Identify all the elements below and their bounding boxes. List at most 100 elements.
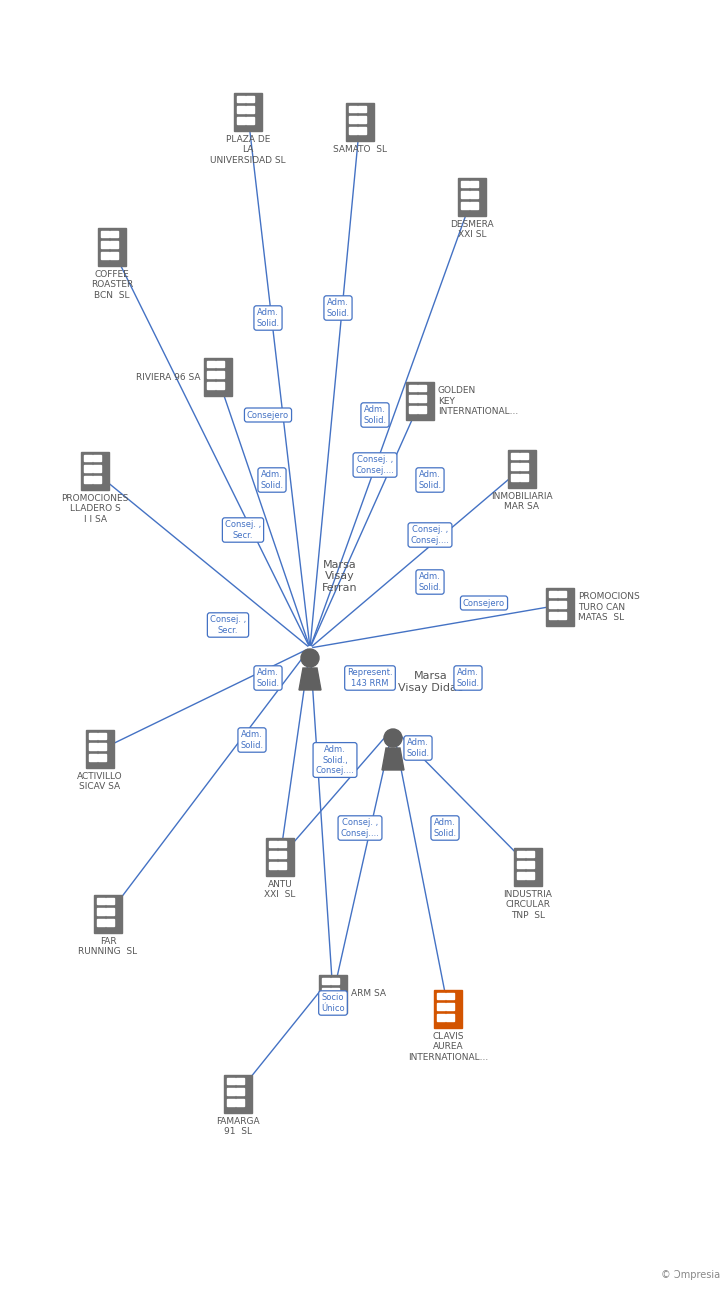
FancyBboxPatch shape xyxy=(549,601,557,608)
Text: INMOBILIARIA
MAR SA: INMOBILIARIA MAR SA xyxy=(491,491,553,511)
Text: Adm.
Solid.: Adm. Solid. xyxy=(363,405,387,424)
Text: Socio
Único: Socio Único xyxy=(321,993,345,1013)
FancyBboxPatch shape xyxy=(508,450,536,488)
FancyBboxPatch shape xyxy=(470,201,478,209)
FancyBboxPatch shape xyxy=(93,454,101,462)
FancyBboxPatch shape xyxy=(520,473,528,481)
FancyBboxPatch shape xyxy=(97,908,105,915)
FancyBboxPatch shape xyxy=(549,611,557,619)
FancyBboxPatch shape xyxy=(110,252,118,258)
FancyBboxPatch shape xyxy=(100,241,108,248)
FancyBboxPatch shape xyxy=(558,601,566,608)
Text: Consejero: Consejero xyxy=(463,599,505,608)
Text: ARM SA: ARM SA xyxy=(351,989,386,998)
FancyBboxPatch shape xyxy=(237,117,245,124)
Text: ACTIVILLO
SICAV SA: ACTIVILLO SICAV SA xyxy=(77,771,123,791)
FancyBboxPatch shape xyxy=(84,466,92,472)
FancyBboxPatch shape xyxy=(546,588,574,626)
FancyBboxPatch shape xyxy=(319,975,347,1013)
FancyBboxPatch shape xyxy=(89,743,97,749)
Text: Adm.
Solid.: Adm. Solid. xyxy=(433,818,456,837)
Text: Adm.
Solid.: Adm. Solid. xyxy=(456,668,480,688)
FancyBboxPatch shape xyxy=(446,1004,454,1010)
FancyBboxPatch shape xyxy=(358,106,366,112)
FancyBboxPatch shape xyxy=(514,848,542,886)
FancyBboxPatch shape xyxy=(236,1099,244,1106)
Text: SAMATO  SL: SAMATO SL xyxy=(333,144,387,154)
FancyBboxPatch shape xyxy=(84,454,92,462)
FancyBboxPatch shape xyxy=(517,872,525,878)
FancyBboxPatch shape xyxy=(358,126,366,134)
FancyBboxPatch shape xyxy=(346,103,374,141)
FancyBboxPatch shape xyxy=(207,361,215,368)
FancyBboxPatch shape xyxy=(100,231,108,237)
FancyBboxPatch shape xyxy=(236,1089,244,1095)
Text: Marsa
Visay
Ferran: Marsa Visay Ferran xyxy=(323,560,358,593)
Text: GOLDEN
KEY
INTERNATIONAL...: GOLDEN KEY INTERNATIONAL... xyxy=(438,386,518,415)
Polygon shape xyxy=(299,668,321,690)
Text: COFFEE
ROASTER
BCN  SL: COFFEE ROASTER BCN SL xyxy=(91,270,133,299)
FancyBboxPatch shape xyxy=(81,451,109,490)
FancyBboxPatch shape xyxy=(97,918,105,926)
FancyBboxPatch shape xyxy=(511,463,518,470)
FancyBboxPatch shape xyxy=(549,591,557,597)
FancyBboxPatch shape xyxy=(246,106,254,114)
Text: Adm.
Solid.: Adm. Solid. xyxy=(419,471,442,490)
Circle shape xyxy=(301,649,319,667)
FancyBboxPatch shape xyxy=(237,106,245,114)
FancyBboxPatch shape xyxy=(526,850,534,858)
FancyBboxPatch shape xyxy=(227,1099,234,1106)
Text: Marsa
Visay Didac: Marsa Visay Didac xyxy=(398,671,464,693)
FancyBboxPatch shape xyxy=(322,988,330,995)
FancyBboxPatch shape xyxy=(234,93,262,132)
Text: Adm.
Solid.: Adm. Solid. xyxy=(419,573,442,592)
FancyBboxPatch shape xyxy=(437,992,445,1000)
FancyBboxPatch shape xyxy=(106,898,114,904)
Text: Adm.
Solid.: Adm. Solid. xyxy=(326,298,349,317)
FancyBboxPatch shape xyxy=(461,191,469,199)
FancyBboxPatch shape xyxy=(246,95,254,102)
FancyBboxPatch shape xyxy=(349,106,357,112)
FancyBboxPatch shape xyxy=(511,473,518,481)
FancyBboxPatch shape xyxy=(216,361,224,368)
FancyBboxPatch shape xyxy=(97,898,105,904)
FancyBboxPatch shape xyxy=(461,181,469,187)
FancyBboxPatch shape xyxy=(216,382,224,388)
FancyBboxPatch shape xyxy=(93,476,101,482)
FancyBboxPatch shape xyxy=(246,117,254,124)
FancyBboxPatch shape xyxy=(461,201,469,209)
FancyBboxPatch shape xyxy=(236,1077,244,1085)
FancyBboxPatch shape xyxy=(266,838,294,876)
FancyBboxPatch shape xyxy=(520,463,528,470)
FancyBboxPatch shape xyxy=(511,453,518,459)
FancyBboxPatch shape xyxy=(331,988,339,995)
Polygon shape xyxy=(382,748,404,770)
FancyBboxPatch shape xyxy=(349,116,357,123)
FancyBboxPatch shape xyxy=(269,851,277,858)
Text: Adm.
Solid.: Adm. Solid. xyxy=(256,308,280,328)
FancyBboxPatch shape xyxy=(517,850,525,858)
FancyBboxPatch shape xyxy=(110,241,118,248)
FancyBboxPatch shape xyxy=(86,730,114,768)
FancyBboxPatch shape xyxy=(237,95,245,102)
FancyBboxPatch shape xyxy=(409,384,416,391)
Text: Adm.
Solid.,
Consej....: Adm. Solid., Consej.... xyxy=(315,746,355,775)
FancyBboxPatch shape xyxy=(437,1004,445,1010)
Text: Consej. ,
Consej....: Consej. , Consej.... xyxy=(341,818,379,837)
FancyBboxPatch shape xyxy=(100,252,108,258)
Text: Adm.
Solid.: Adm. Solid. xyxy=(240,730,264,749)
FancyBboxPatch shape xyxy=(269,862,277,868)
FancyBboxPatch shape xyxy=(84,476,92,482)
FancyBboxPatch shape xyxy=(406,382,434,421)
FancyBboxPatch shape xyxy=(409,406,416,413)
FancyBboxPatch shape xyxy=(94,895,122,933)
FancyBboxPatch shape xyxy=(227,1077,234,1085)
FancyBboxPatch shape xyxy=(204,359,232,396)
FancyBboxPatch shape xyxy=(446,992,454,1000)
FancyBboxPatch shape xyxy=(446,1014,454,1020)
FancyBboxPatch shape xyxy=(98,743,106,749)
FancyBboxPatch shape xyxy=(278,862,286,868)
Text: DESMERA
XXI SL: DESMERA XXI SL xyxy=(450,221,494,240)
FancyBboxPatch shape xyxy=(110,231,118,237)
Text: Consejero: Consejero xyxy=(247,410,289,419)
